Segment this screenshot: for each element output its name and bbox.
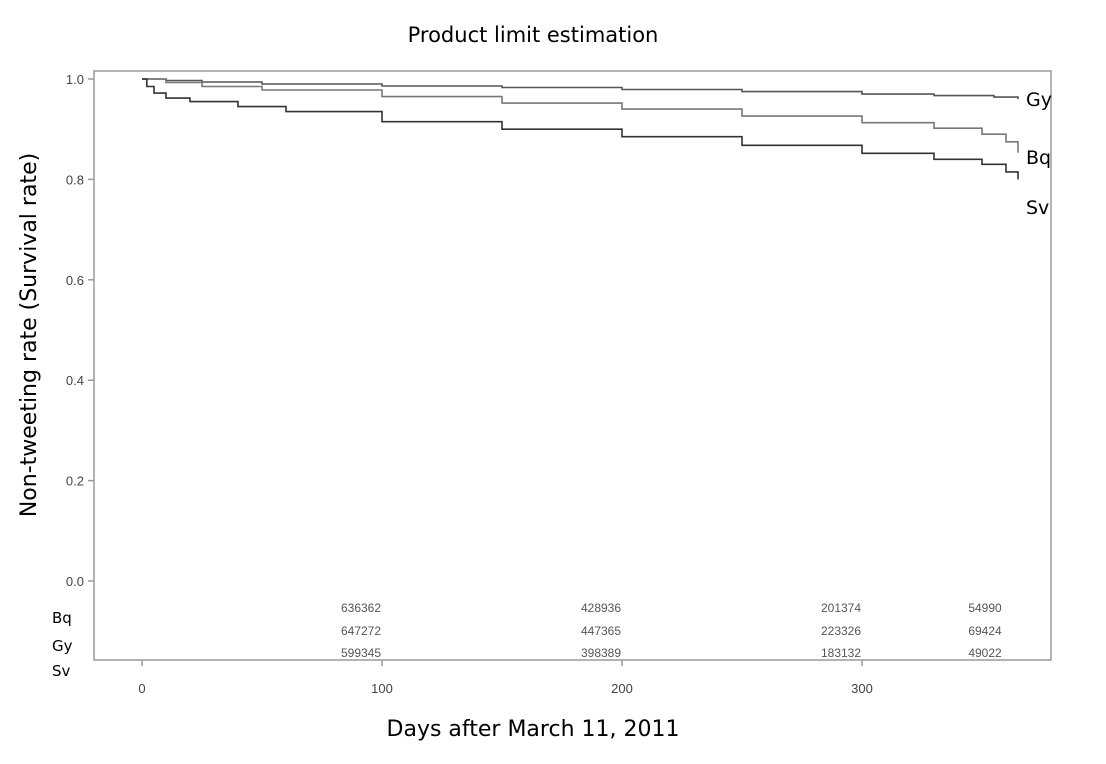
chart-title: Product limit estimation <box>408 23 659 47</box>
x-tick-label: 100 <box>371 681 393 696</box>
risk-table-value: 398389 <box>581 646 621 660</box>
x-axis-label: Days after March 11, 2011 <box>387 717 680 742</box>
series-label-sv: Sv <box>1026 197 1049 219</box>
plot-frame <box>93 70 1052 661</box>
y-tick-label: 0.6 <box>66 273 84 288</box>
risk-row-label-bq: Bq <box>52 609 72 627</box>
series-line-sv <box>142 78 1019 180</box>
y-axis-label: Non-tweeting rate (Survival rate) <box>17 153 42 517</box>
series-line-bq <box>142 78 1019 153</box>
x-tick-label: 300 <box>851 681 873 696</box>
x-axis-ticks: 0 100 200 300 <box>138 660 873 696</box>
series-line-gy <box>142 78 1019 100</box>
risk-table: 636362 428936 201374 54990 647272 447365 22332… <box>341 601 1002 660</box>
y-tick-label: 0.8 <box>66 172 84 187</box>
risk-table-value: 49022 <box>968 646 1002 660</box>
series-lines <box>142 78 1019 180</box>
risk-table-value: 428936 <box>581 601 621 615</box>
risk-table-value: 223326 <box>821 624 861 638</box>
risk-table-value: 647272 <box>341 624 381 638</box>
risk-table-value: 183132 <box>821 646 861 660</box>
y-tick-label: 0.4 <box>66 373 84 388</box>
y-axis-ticks: 0.0 0.2 0.4 0.6 0.8 1.0 <box>66 72 94 589</box>
series-label-gy: Gy <box>1026 89 1052 111</box>
y-tick-label: 0.0 <box>66 574 84 589</box>
risk-table-value: 201374 <box>821 601 861 615</box>
y-tick-label: 1.0 <box>66 72 84 87</box>
risk-table-value: 599345 <box>341 646 381 660</box>
risk-table-value: 447365 <box>581 624 621 638</box>
risk-row-label-sv: Sv <box>52 662 71 680</box>
risk-table-value: 54990 <box>968 601 1002 615</box>
risk-table-value: 69424 <box>968 624 1002 638</box>
series-labels: Gy Bq Sv <box>1026 89 1052 219</box>
risk-row-label-gy: Gy <box>52 637 73 655</box>
y-tick-label: 0.2 <box>66 474 84 489</box>
x-tick-label: 0 <box>138 681 145 696</box>
series-label-bq: Bq <box>1026 147 1051 169</box>
x-tick-label: 200 <box>611 681 633 696</box>
risk-table-row-labels: Bq Gy Sv <box>52 609 73 680</box>
risk-table-value: 636362 <box>341 601 381 615</box>
